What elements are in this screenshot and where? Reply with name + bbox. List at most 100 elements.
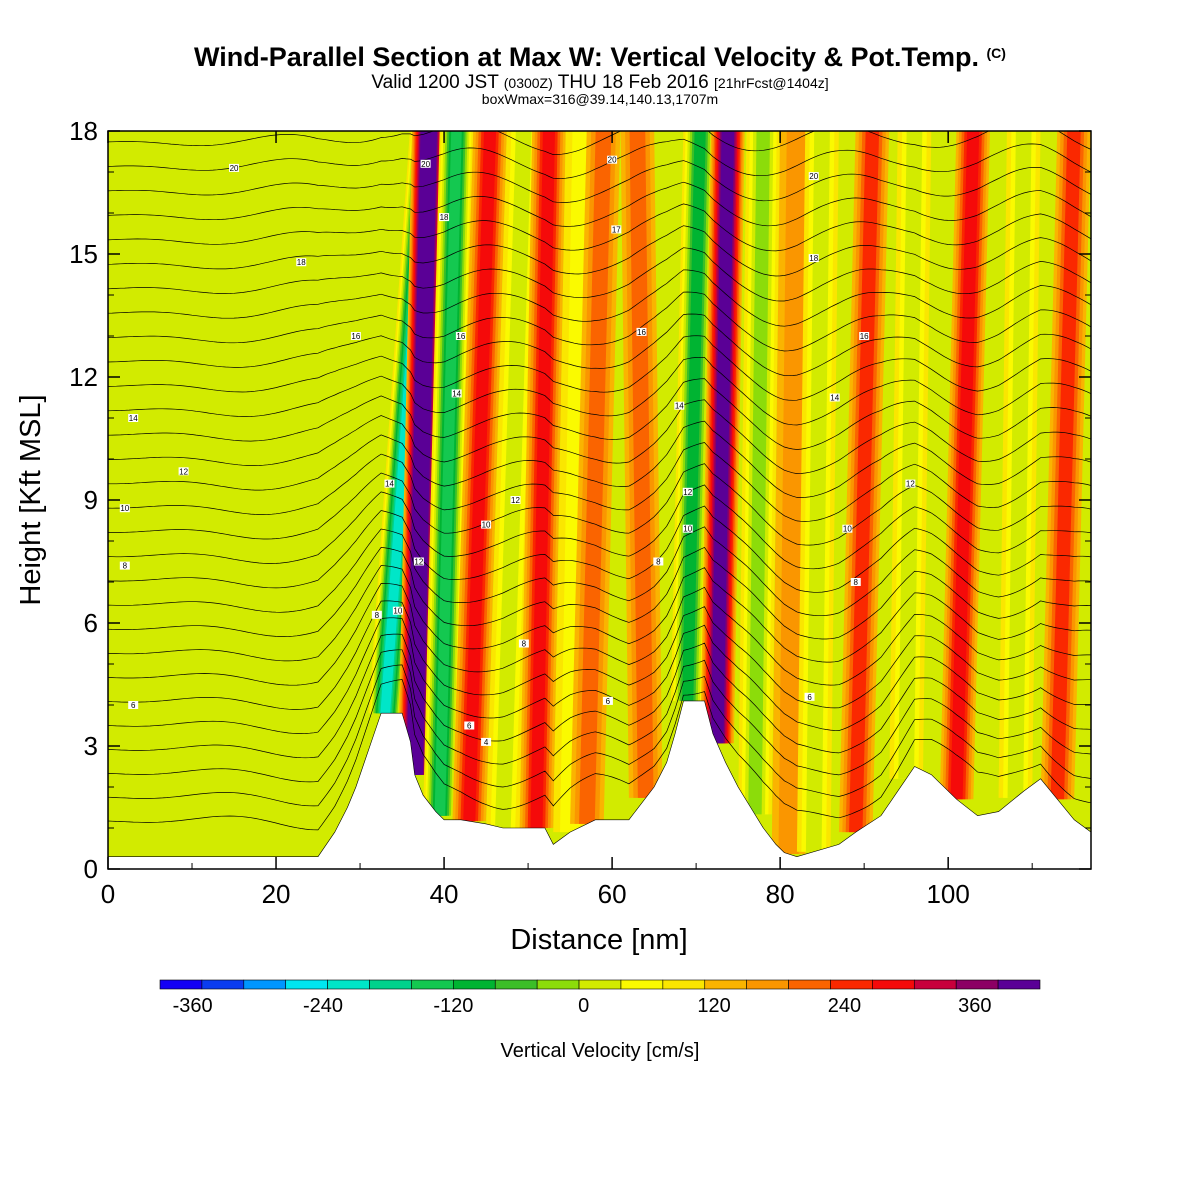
contour-label: 20 [809, 172, 818, 181]
contour-label: 8 [656, 558, 661, 567]
theta-contour-line [108, 649, 1091, 783]
theta-contour-line [108, 291, 1091, 352]
contour-label-box [296, 258, 307, 267]
contour-label-box [229, 163, 240, 172]
contour-label: 12 [179, 467, 188, 476]
contour-label: 4 [484, 738, 489, 747]
contour-label-box [420, 159, 431, 168]
chart-box-info: boxWmax=316@39.14,140.13,1707m [481, 91, 719, 107]
theta-contour-line [108, 546, 1091, 640]
velocity-band-layer [849, 131, 880, 833]
x-tick-label: 20 [262, 879, 291, 909]
x-tick-label: 60 [598, 879, 627, 909]
x-axis: 0 20 40 60 80 100 [101, 131, 1033, 909]
velocity-band-layer [629, 131, 654, 798]
contour-label-box [859, 332, 870, 340]
theta-contour-line [108, 160, 1091, 203]
contour-label: 6 [807, 693, 812, 702]
velocity-band-layer [898, 131, 923, 779]
contour-label: 10 [683, 525, 692, 534]
x-axis-title: Distance [nm] [510, 924, 687, 956]
y-tick-label: 18 [69, 116, 98, 146]
subtitle-fcst: [21hrFcst@1404z] [714, 75, 829, 91]
contour-label: 6 [467, 722, 472, 731]
velocity-band-layer [530, 131, 555, 828]
colorbar-swatch [872, 979, 915, 990]
y-tick-label: 6 [84, 608, 98, 638]
y-tick-label: 12 [69, 362, 98, 392]
colorbar-swatch [201, 979, 245, 990]
velocity-band [838, 131, 890, 833]
colorbar-swatch [369, 979, 412, 990]
velocity-band-layer [495, 131, 532, 828]
contour-label-box [128, 701, 139, 709]
contour-label-box [611, 225, 622, 234]
contour-label: 14 [129, 414, 138, 423]
colorbar-swatch [285, 979, 328, 990]
contour-label: 18 [440, 213, 449, 222]
contour-label-box [413, 557, 424, 566]
colorbar-tick-label: -360 [173, 995, 213, 1017]
contour-label: 8 [123, 562, 128, 571]
colorbar-swatch [746, 979, 789, 990]
velocity-band [1040, 131, 1091, 800]
theta-contour-line [108, 565, 1091, 663]
contour-label-box [451, 389, 462, 398]
colorbar-swatch [830, 979, 873, 990]
contour-label: 16 [637, 328, 646, 337]
theta-contour-line [108, 356, 1091, 426]
theta-contour-line [108, 526, 1091, 617]
chart-title-text: Wind-Parallel Section at Max W: Vertical… [194, 42, 979, 72]
contour-label-box [510, 496, 521, 504]
contour-label: 8 [522, 640, 527, 649]
contour-labels: 20 18 16 14 12 10 8 6 20 18 16 14 14 12 10 8 10 12 6 4 8 20 17… [119, 155, 916, 747]
velocity-band [889, 131, 932, 779]
contour-label-box [481, 520, 492, 529]
velocity-band-layer [748, 131, 770, 815]
colorbar-swatch [620, 979, 664, 990]
colorbar [159, 979, 1041, 990]
contour-label-box [850, 578, 861, 586]
theta-contour-line [108, 247, 1091, 302]
contour-label-box [481, 737, 492, 746]
theta-contour-line [108, 96, 1091, 131]
velocity-band-layer [1050, 131, 1081, 800]
terrain-mask [108, 700, 1091, 869]
contour-label: 17 [612, 225, 621, 234]
y-axis: 0 3 6 9 12 15 18 [69, 116, 1091, 884]
contour-label-box [371, 610, 382, 619]
colorbar-tick-label: 0 [578, 995, 589, 1017]
theta-contour-line [108, 181, 1091, 227]
colorbar-swatch [997, 979, 1041, 990]
colorbar-ticks: -360 -240 -120 0 120 240 360 [173, 995, 992, 1017]
contour-label-box [808, 254, 819, 263]
velocity-band-layer [805, 131, 830, 852]
contour-label-box [384, 479, 395, 488]
colorbar-tick-label: -120 [433, 995, 473, 1017]
contour-label: 20 [230, 164, 239, 173]
plot-area: 20 18 16 14 12 10 8 6 20 18 16 14 14 12 10 8 10 12 6 4 8 20 17… [108, 96, 1091, 869]
theta-contour-line [108, 131, 1091, 155]
y-tick-label: 3 [84, 731, 98, 761]
velocity-band [796, 131, 839, 852]
velocity-band [486, 131, 541, 828]
contour-label: 12 [683, 488, 692, 497]
theta-contour-line [108, 505, 1091, 593]
contour-label: 12 [511, 496, 520, 505]
contour-label-box [392, 606, 403, 615]
contour-label: 18 [297, 258, 306, 267]
contour-label-box [607, 155, 618, 164]
theta-contour-line [108, 138, 1091, 179]
colorbar-tick-label: 360 [958, 995, 991, 1017]
contour-label-box [518, 639, 529, 648]
contour-label: 8 [375, 611, 380, 620]
contour-label: 12 [414, 558, 423, 567]
contour-label: 16 [351, 332, 360, 341]
contour-label: 10 [482, 521, 491, 530]
velocity-band-layer [434, 131, 462, 816]
contour-label: 20 [421, 160, 430, 169]
contour-label-box [350, 332, 361, 340]
colorbar-swatch [578, 979, 622, 990]
theta-contour-line [108, 420, 1091, 498]
